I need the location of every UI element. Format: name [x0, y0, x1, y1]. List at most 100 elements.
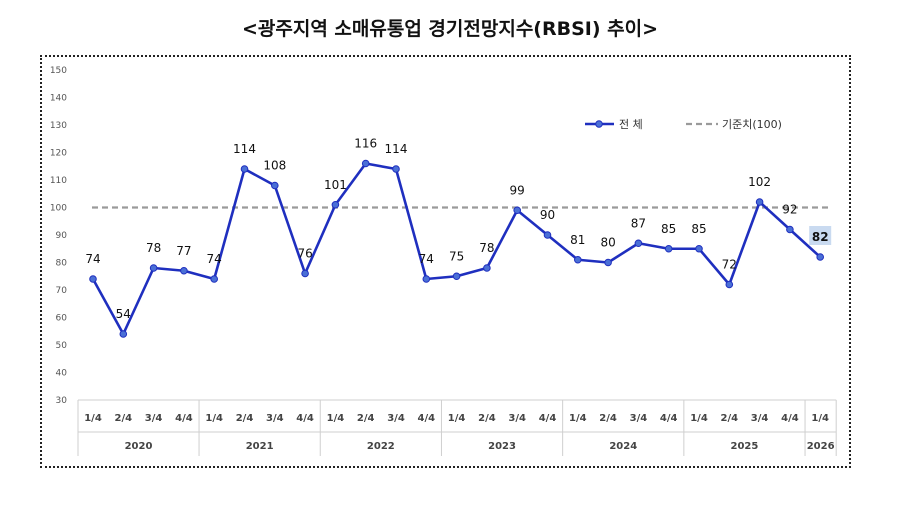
- data-label: 82: [812, 230, 829, 244]
- x-tick-label: 2/4: [721, 413, 739, 424]
- data-label: 74: [207, 252, 222, 266]
- data-point: [361, 159, 370, 168]
- legend-series-marker: [595, 120, 603, 128]
- data-label: 74: [85, 252, 100, 266]
- data-label: 116: [354, 137, 377, 151]
- data-label: 85: [691, 222, 706, 236]
- y-tick-label: 70: [56, 286, 68, 296]
- legend-reference-label: 기준치(100): [722, 118, 782, 131]
- x-tick-label: 3/4: [266, 413, 284, 424]
- data-label: 85: [661, 222, 676, 236]
- data-point: [331, 200, 340, 209]
- x-tick-label: 2/4: [599, 413, 617, 424]
- data-point: [543, 231, 552, 239]
- data-label: 80: [600, 236, 615, 250]
- data-label: 114: [233, 142, 256, 156]
- data-label: 90: [540, 208, 555, 222]
- x-tick-label: 1/4: [569, 413, 587, 424]
- y-tick-label: 60: [56, 314, 68, 324]
- x-tick-label: 4/4: [660, 413, 678, 424]
- data-point: [816, 253, 825, 261]
- data-point: [210, 275, 218, 283]
- data-label: 74: [419, 252, 434, 266]
- x-tick-label: 3/4: [387, 413, 405, 424]
- year-label: 2023: [488, 441, 516, 452]
- y-tick-label: 90: [56, 231, 68, 241]
- data-point: [634, 239, 643, 248]
- data-point: [513, 206, 522, 215]
- data-point: [664, 244, 673, 253]
- data-label: 78: [479, 241, 494, 255]
- legend-series-label: 전 체: [619, 118, 643, 131]
- y-tick-label: 50: [56, 341, 68, 351]
- data-label: 75: [449, 249, 464, 263]
- data-point: [271, 181, 279, 190]
- data-label: 78: [146, 241, 161, 255]
- data-point: [786, 225, 794, 234]
- x-tick-label: 4/4: [781, 413, 799, 424]
- data-point: [452, 272, 461, 281]
- data-point: [89, 275, 97, 283]
- x-tick-label: 1/4: [205, 413, 223, 424]
- x-tick-label: 1/4: [811, 413, 829, 424]
- data-point: [119, 330, 128, 338]
- data-label: 114: [385, 142, 408, 156]
- x-tick-label: 4/4: [539, 413, 557, 424]
- y-tick-label: 130: [50, 121, 67, 131]
- x-tick-label: 3/4: [508, 413, 526, 424]
- data-point: [422, 275, 431, 283]
- data-label: 76: [297, 247, 312, 261]
- data-point: [483, 264, 491, 272]
- data-label: 99: [510, 183, 525, 197]
- x-tick-label: 1/4: [690, 413, 708, 424]
- year-label: 2020: [125, 441, 153, 452]
- y-tick-label: 120: [50, 149, 67, 159]
- chart-frame: [40, 55, 851, 468]
- year-label: 2022: [367, 441, 395, 452]
- x-tick-label: 1/4: [84, 413, 102, 424]
- data-label: 108: [263, 159, 286, 173]
- y-tick-label: 80: [56, 259, 68, 269]
- year-label: 2024: [609, 441, 637, 452]
- data-point: [574, 255, 582, 264]
- x-tick-label: 4/4: [296, 413, 314, 424]
- data-label: 92: [782, 203, 797, 217]
- data-point: [392, 165, 400, 173]
- y-tick-label: 110: [50, 176, 67, 186]
- y-tick-label: 140: [50, 94, 67, 104]
- x-tick-label: 2/4: [357, 413, 375, 424]
- data-point: [695, 244, 703, 253]
- data-point: [149, 264, 158, 272]
- x-tick-label: 3/4: [751, 413, 769, 424]
- year-label: 2021: [246, 441, 274, 452]
- data-label: 87: [631, 216, 646, 230]
- data-label: 77: [176, 244, 191, 258]
- x-tick-label: 1/4: [448, 413, 466, 424]
- data-label: 102: [748, 175, 771, 189]
- data-label: 72: [722, 258, 737, 272]
- data-point: [180, 266, 188, 275]
- y-tick-label: 40: [56, 369, 68, 379]
- data-label: 54: [116, 307, 131, 321]
- data-point: [604, 258, 612, 267]
- chart-title: <광주지역 소매유통업 경기전망지수(RBSI) 추이>: [241, 18, 659, 40]
- data-label: 81: [570, 233, 585, 247]
- data-point: [301, 269, 309, 278]
- x-tick-label: 3/4: [145, 413, 163, 424]
- y-tick-label: 100: [50, 204, 67, 214]
- data-point: [755, 198, 764, 206]
- data-point: [725, 280, 734, 289]
- x-tick-label: 3/4: [630, 413, 648, 424]
- x-tick-label: 2/4: [236, 413, 254, 424]
- x-tick-label: 4/4: [175, 413, 193, 424]
- x-tick-label: 4/4: [418, 413, 436, 424]
- y-tick-label: 150: [50, 66, 67, 76]
- year-label: 2026: [807, 441, 835, 452]
- y-tick-label: 30: [56, 396, 68, 406]
- x-tick-label: 1/4: [327, 413, 345, 424]
- data-point: [240, 165, 249, 173]
- x-tick-label: 2/4: [115, 413, 133, 424]
- last-value-highlight: [809, 226, 832, 245]
- x-tick-label: 2/4: [478, 413, 496, 424]
